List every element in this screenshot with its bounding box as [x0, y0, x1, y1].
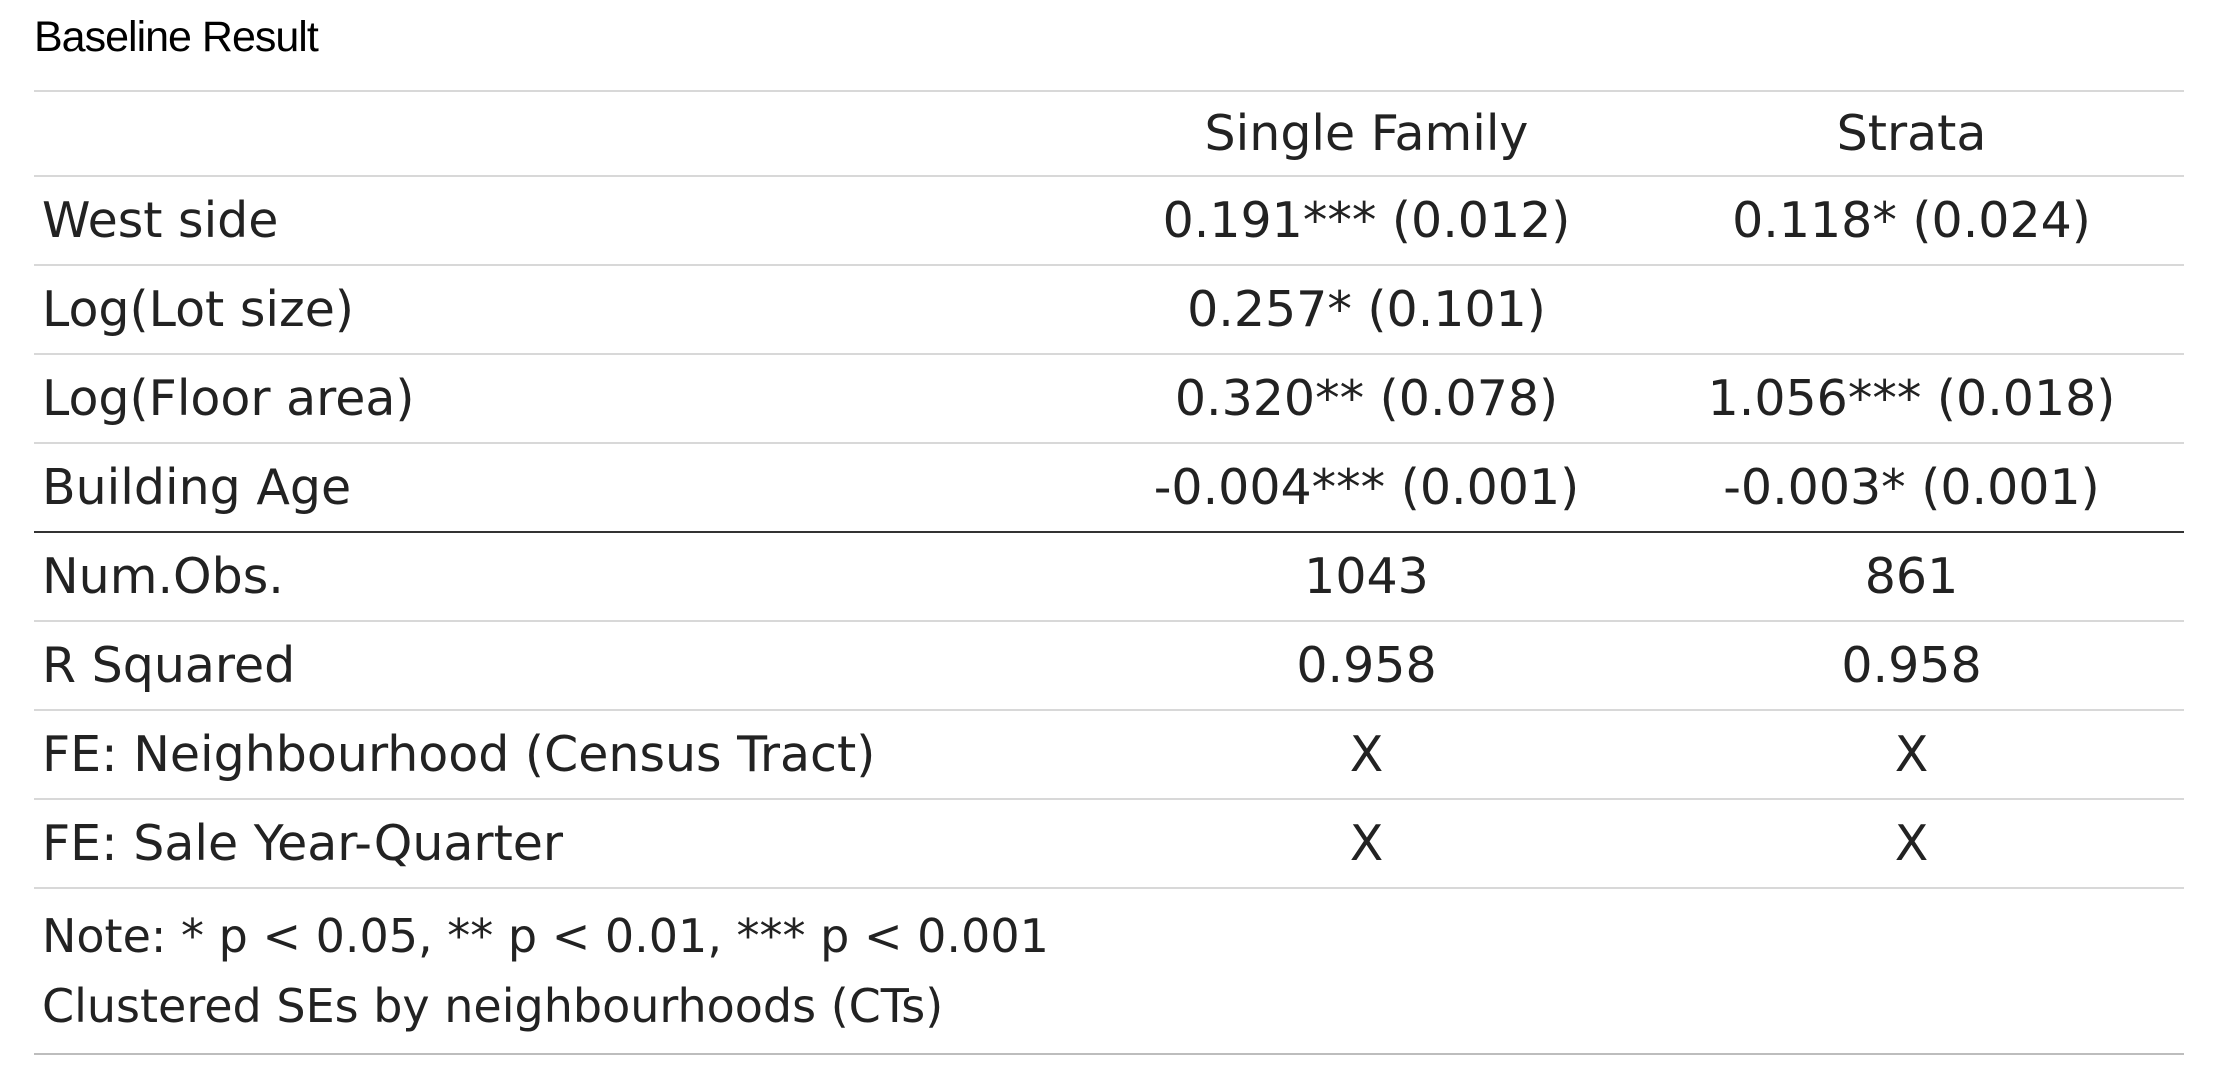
cell-single-family: 0.958: [1296, 637, 1437, 694]
row-label: Num.Obs.: [42, 548, 284, 605]
row-label: West side: [42, 192, 279, 249]
table-row: West side 0.191*** (0.012) 0.118* (0.024…: [34, 177, 2184, 266]
table-row: Log(Lot size) 0.257* (0.101): [34, 266, 2184, 355]
header-cell-single-family: Single Family: [1204, 105, 1529, 162]
clustering-note: Clustered SEs by neighbourhoods (CTs): [42, 979, 944, 1033]
table-caption: Baseline Result: [34, 13, 319, 61]
row-label: Log(Lot size): [42, 281, 354, 338]
cell-single-family: X: [1349, 815, 1384, 872]
cell-single-family: -0.004*** (0.001): [1153, 459, 1580, 516]
cell-strata: X: [1894, 815, 1929, 872]
table-row: R Squared 0.958 0.958: [34, 622, 2184, 711]
table-row: Building Age -0.004*** (0.001) -0.003* (…: [34, 444, 2184, 533]
cell-strata: 861: [1864, 548, 1959, 605]
header-cell-strata: Strata: [1836, 105, 1987, 162]
row-label: R Squared: [42, 637, 296, 694]
table-footnote: Note: * p < 0.05, ** p < 0.01, *** p < 0…: [34, 889, 2184, 1055]
cell-strata: 0.118* (0.024): [1732, 192, 2091, 249]
table-row: Log(Floor area) 0.320** (0.078) 1.056***…: [34, 355, 2184, 444]
row-label: Building Age: [42, 459, 352, 516]
cell-single-family: 1043: [1304, 548, 1429, 605]
row-label: FE: Sale Year-Quarter: [42, 815, 564, 872]
row-label: FE: Neighbourhood (Census Tract): [42, 726, 876, 783]
cell-single-family: 0.257* (0.101): [1187, 281, 1546, 338]
table-row: FE: Neighbourhood (Census Tract) X X: [34, 711, 2184, 800]
cell-strata: 0.958: [1841, 637, 1982, 694]
cell-strata: -0.003* (0.001): [1723, 459, 2100, 516]
table-row: Num.Obs. 1043 861: [34, 533, 2184, 622]
cell-single-family: 0.191*** (0.012): [1162, 192, 1571, 249]
cell-strata: 1.056*** (0.018): [1707, 370, 2116, 427]
cell-single-family: X: [1349, 726, 1384, 783]
regression-table: Single Family Strata West side 0.191*** …: [34, 90, 2184, 1055]
significance-note: Note: * p < 0.05, ** p < 0.01, *** p < 0…: [42, 909, 1049, 963]
table-row: FE: Sale Year-Quarter X X: [34, 800, 2184, 889]
row-label: Log(Floor area): [42, 370, 415, 427]
cell-single-family: 0.320** (0.078): [1174, 370, 1559, 427]
table-header-row: Single Family Strata: [34, 90, 2184, 177]
cell-strata: X: [1894, 726, 1929, 783]
